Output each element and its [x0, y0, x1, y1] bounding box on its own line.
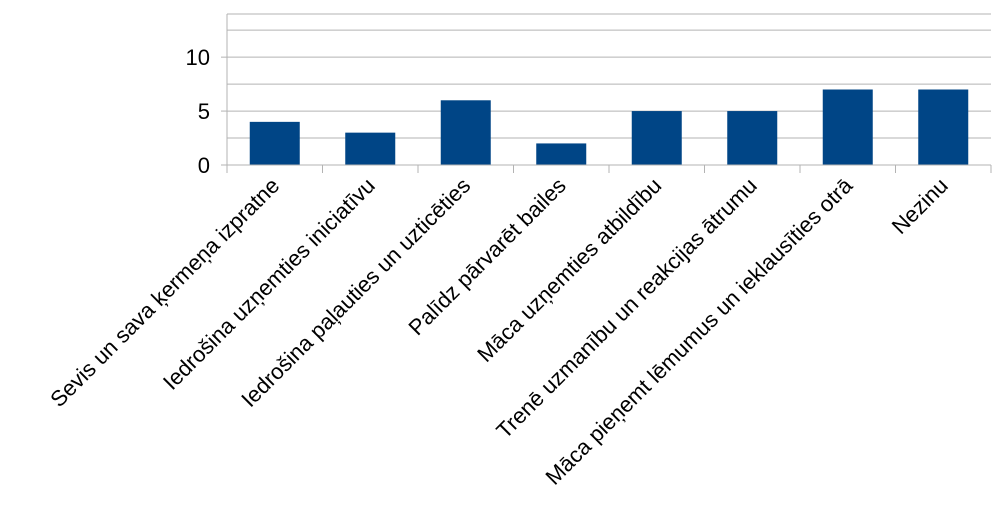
axes	[221, 14, 992, 173]
y-tick-label: 5	[198, 99, 210, 124]
bars	[249, 89, 969, 165]
bar-4	[536, 143, 587, 165]
category-label: Palīdz pārvarēt bailes	[404, 173, 571, 340]
category-label: Nezinu	[887, 173, 953, 239]
category-labels: Sevis un sava ķermeņa izpratneIedrošina …	[45, 172, 953, 489]
bar-7	[822, 89, 873, 165]
category-label: Māca uzņemties atbildību	[472, 173, 666, 367]
y-tick-label: 0	[198, 153, 210, 178]
gridlines	[227, 13, 991, 139]
bar-8	[918, 89, 969, 165]
bar-3	[440, 100, 491, 165]
bar-6	[727, 111, 778, 165]
bar-1	[249, 121, 300, 165]
bar-5	[631, 111, 682, 165]
bar-2	[345, 132, 396, 165]
y-tick-labels: 0 5 10	[186, 45, 210, 178]
y-tick-label: 10	[186, 45, 210, 70]
